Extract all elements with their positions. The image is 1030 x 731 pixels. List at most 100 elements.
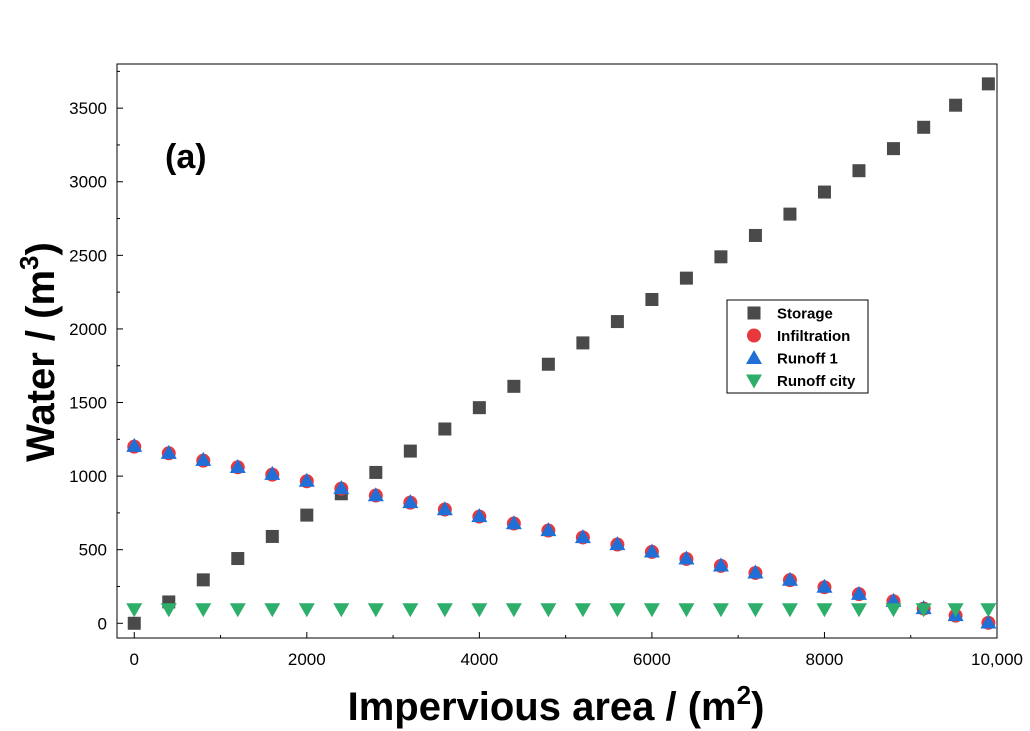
point-runoff-city — [609, 603, 626, 618]
point-storage — [127, 616, 141, 630]
point-runoff-1 — [816, 578, 833, 593]
y-tick-label: 3000 — [69, 173, 107, 192]
plot-frame — [116, 63, 998, 639]
point-runoff-city — [678, 603, 695, 618]
point-runoff-city — [333, 603, 350, 618]
x-tick-label: 4000 — [460, 650, 498, 669]
point-storage — [917, 120, 931, 134]
point-runoff-1 — [160, 444, 177, 459]
legend-label-infiltration: Infiltration — [777, 328, 850, 345]
point-runoff-1 — [678, 550, 695, 565]
y-tick-label: 1500 — [69, 394, 107, 413]
point-storage — [981, 77, 995, 91]
point-runoff-1 — [126, 437, 143, 452]
y-axis-title-superscript: 3 — [14, 255, 44, 269]
point-runoff-city — [436, 603, 453, 618]
point-runoff-city — [850, 603, 867, 618]
legend-marker-runoff-1 — [746, 350, 762, 364]
point-runoff-city — [574, 603, 591, 618]
x-tick-label: 6000 — [633, 650, 671, 669]
x-tick-label: 0 — [130, 650, 139, 669]
point-runoff-city — [643, 603, 660, 618]
point-runoff-1 — [980, 614, 997, 629]
point-storage — [231, 552, 245, 566]
point-runoff-1 — [643, 543, 660, 558]
x-tick-label: 8000 — [806, 650, 844, 669]
point-runoff-city — [160, 603, 177, 618]
point-runoff-city — [712, 603, 729, 618]
y-tick-label: 2000 — [69, 320, 107, 339]
point-runoff-city — [195, 603, 212, 618]
point-storage — [679, 271, 693, 285]
legend: Storage Infiltration Runoff 1 Runoff city — [726, 299, 869, 394]
point-runoff-city — [471, 603, 488, 618]
point-storage — [610, 315, 624, 329]
point-runoff-1 — [367, 487, 384, 502]
point-storage — [265, 529, 279, 543]
point-runoff-city — [540, 603, 557, 618]
point-runoff-1 — [333, 480, 350, 495]
point-runoff-1 — [609, 536, 626, 551]
point-runoff-city — [980, 603, 997, 618]
point-storage — [576, 336, 590, 350]
point-runoff-city — [505, 603, 522, 618]
legend-marker-runoff-city — [746, 374, 762, 389]
point-runoff-1 — [712, 557, 729, 572]
point-runoff-1 — [264, 465, 281, 480]
x-axis-title: Impervious area / (m2) — [348, 680, 765, 729]
point-storage — [438, 422, 452, 436]
point-runoff-city — [126, 603, 143, 618]
y-tick-label: 2500 — [69, 246, 107, 265]
point-runoff-city — [947, 603, 964, 618]
point-storage — [472, 401, 486, 415]
point-runoff-1 — [229, 458, 246, 473]
point-storage — [403, 444, 417, 458]
point-storage — [645, 292, 659, 306]
point-runoff-city — [229, 603, 246, 618]
point-storage — [369, 465, 383, 479]
point-runoff-city — [298, 603, 315, 618]
point-storage — [196, 573, 210, 587]
x-tick-label: 10,000 — [971, 650, 1023, 669]
point-storage — [949, 98, 963, 112]
y-axis-title: Water / (m3) — [14, 242, 63, 462]
point-runoff-city — [747, 603, 764, 618]
point-storage — [852, 164, 866, 178]
y-tick-label: 0 — [98, 614, 107, 633]
point-runoff-city — [781, 603, 798, 618]
point-storage — [541, 357, 555, 371]
point-runoff-city — [402, 603, 419, 618]
point-storage — [507, 379, 521, 393]
point-runoff-1 — [850, 585, 867, 600]
point-runoff-1 — [195, 451, 212, 466]
point-runoff-1 — [505, 515, 522, 530]
point-runoff-1 — [540, 522, 557, 537]
point-storage — [300, 508, 314, 522]
y-tick-label: 1000 — [69, 467, 107, 486]
point-storage — [783, 207, 797, 221]
legend-label-storage: Storage — [777, 306, 833, 323]
point-runoff-city — [885, 603, 902, 618]
x-axis-ticks: 0 2000 4000 6000 8000 10,000 — [130, 632, 1023, 669]
point-storage — [748, 228, 762, 242]
point-runoff-1 — [781, 571, 798, 586]
point-runoff-1 — [747, 564, 764, 579]
point-runoff-1 — [436, 501, 453, 516]
point-storage — [714, 250, 728, 264]
point-storage — [886, 142, 900, 156]
data-markers — [126, 77, 997, 630]
y-tick-label: 500 — [79, 541, 107, 560]
point-runoff-1 — [402, 494, 419, 509]
x-tick-label: 2000 — [288, 650, 326, 669]
point-runoff-city — [816, 603, 833, 618]
legend-marker-storage — [747, 306, 761, 320]
point-storage — [817, 185, 831, 199]
y-tick-label: 3500 — [69, 99, 107, 118]
x-axis-title-superscript: 2 — [737, 680, 751, 710]
point-runoff-city — [367, 603, 384, 618]
legend-label-runoff-1: Runoff 1 — [777, 351, 838, 368]
point-runoff-city — [264, 603, 281, 618]
point-runoff-1 — [471, 508, 488, 523]
panel-label: (a) — [165, 138, 207, 176]
